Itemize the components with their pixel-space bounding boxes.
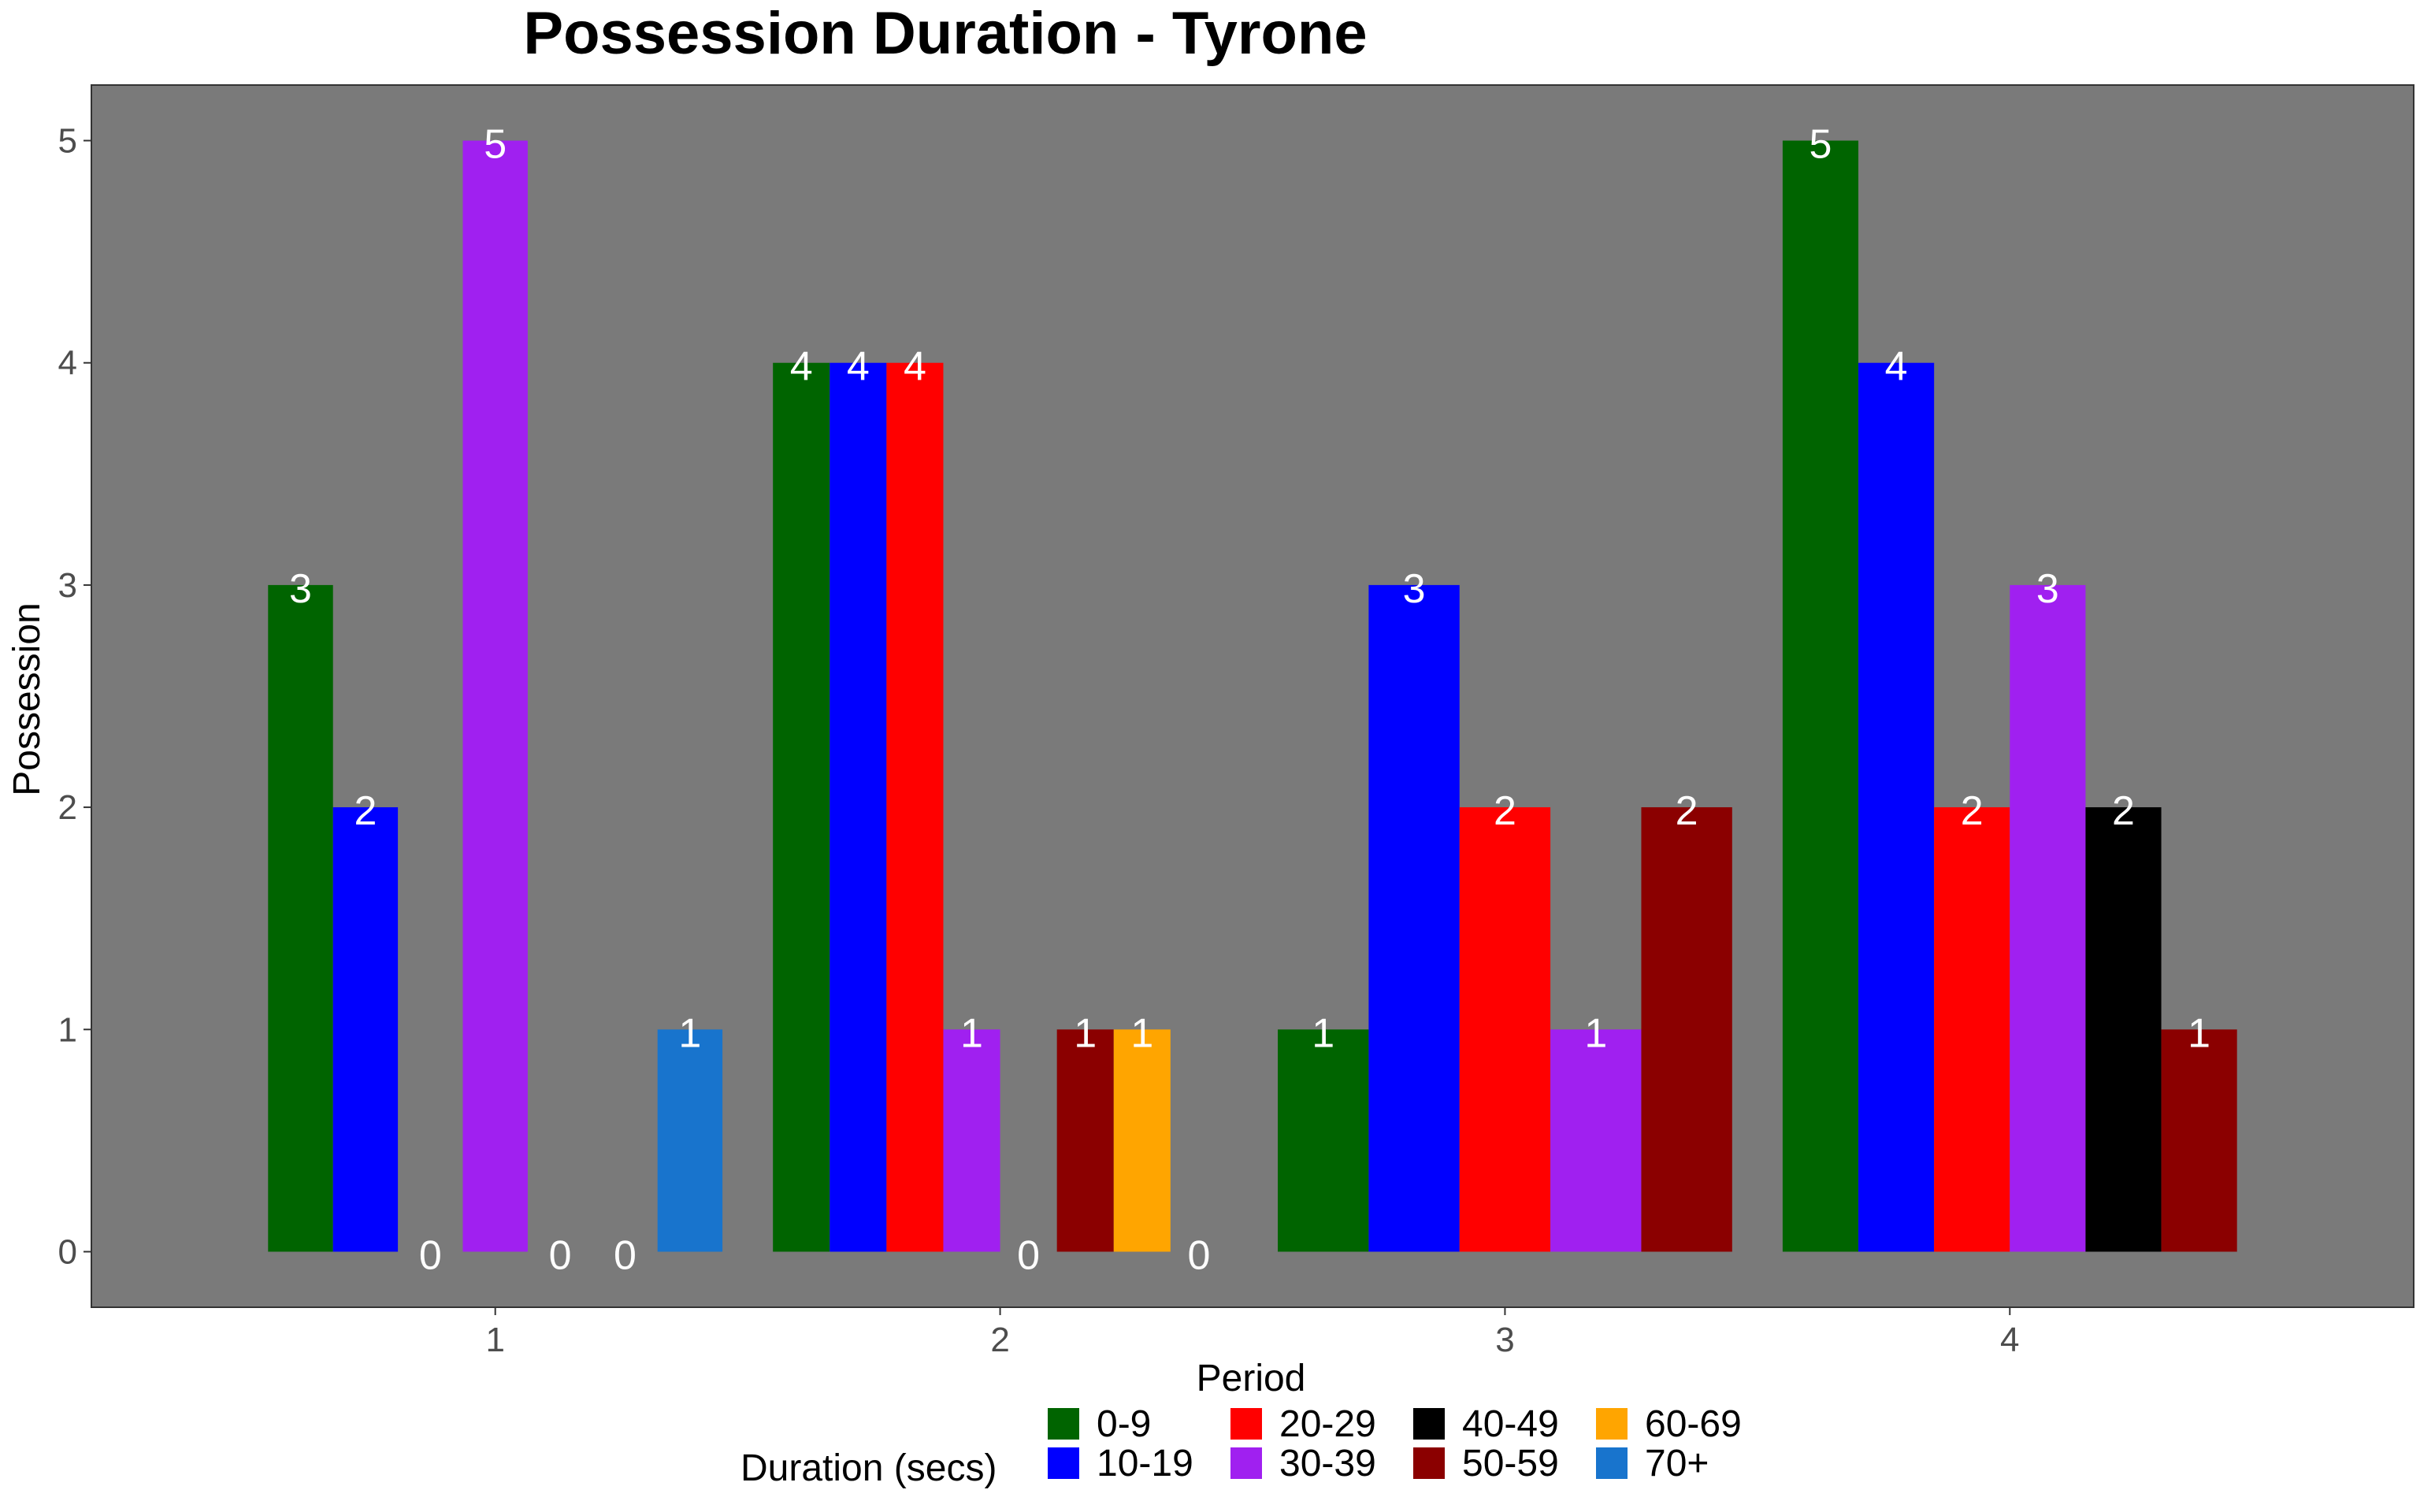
- bar-period-1-0-9: [268, 584, 333, 1252]
- legend-swatch: [1230, 1408, 1262, 1440]
- data-label: 2: [2112, 788, 2135, 834]
- data-label: 2: [1676, 788, 1698, 834]
- x-axis-title: Period: [1197, 1358, 1306, 1399]
- y-tick-label: 0: [58, 1232, 77, 1271]
- x-tick-label: 3: [1495, 1321, 1514, 1359]
- bar-period-2-50-59: [1056, 1029, 1114, 1252]
- data-label: 3: [289, 566, 312, 612]
- data-label: 4: [904, 344, 926, 390]
- bar-period-4-10-19: [1858, 362, 1935, 1252]
- data-label: 1: [1130, 1010, 1153, 1056]
- x-tick-label: 1: [485, 1321, 504, 1359]
- data-label: 2: [1494, 788, 1516, 834]
- bar-period-1-70+: [657, 1029, 723, 1252]
- bar-period-2-20-29: [886, 362, 944, 1252]
- legend-swatch: [1048, 1408, 1079, 1440]
- legend-label: 40-49: [1462, 1403, 1559, 1445]
- legend-label: 20-29: [1279, 1403, 1376, 1445]
- bar-period-4-50-59: [2161, 1029, 2237, 1252]
- y-tick-label: 2: [58, 788, 77, 827]
- legend-label: 10-19: [1097, 1443, 1193, 1484]
- bar-period-2-10-19: [830, 362, 887, 1252]
- bars-layer: [268, 140, 2237, 1252]
- legend-swatch: [1048, 1447, 1079, 1479]
- legend-label: 70+: [1645, 1443, 1709, 1484]
- data-label: 3: [2036, 566, 2059, 612]
- legend-label: 60-69: [1645, 1403, 1742, 1445]
- bar-period-3-30-39: [1550, 1029, 1642, 1252]
- y-axis: 0 1 2 3 4 5: [58, 122, 91, 1271]
- data-label: 5: [484, 122, 507, 168]
- bar-period-4-20-29: [1934, 807, 2010, 1252]
- data-label: 0: [419, 1232, 442, 1278]
- legend-label: 30-39: [1279, 1443, 1376, 1484]
- bar-period-2-0-9: [773, 362, 830, 1252]
- x-tick-label: 2: [990, 1321, 1009, 1359]
- legend-swatch: [1413, 1408, 1445, 1440]
- data-label: 1: [1584, 1010, 1607, 1056]
- bar-period-2-60-69: [1113, 1029, 1171, 1252]
- legend-swatch: [1413, 1447, 1445, 1479]
- legend-swatch: [1596, 1408, 1628, 1440]
- bar-period-4-0-9: [1782, 140, 1859, 1252]
- data-label: 1: [1074, 1010, 1097, 1056]
- bar-period-2-30-39: [943, 1029, 1000, 1252]
- legend-label: 0-9: [1097, 1403, 1151, 1445]
- x-tick-label: 4: [2000, 1321, 2019, 1359]
- data-label: 0: [1017, 1232, 1040, 1278]
- bar-period-4-30-39: [2010, 584, 2086, 1252]
- legend-label: 50-59: [1462, 1443, 1559, 1484]
- bar-period-3-20-29: [1459, 807, 1551, 1252]
- x-axis: 1 2 3 4: [485, 1307, 2020, 1359]
- data-label: 5: [1809, 122, 1832, 168]
- data-label: 1: [678, 1010, 701, 1056]
- y-tick-label: 1: [58, 1010, 77, 1049]
- data-label: 0: [1187, 1232, 1210, 1278]
- data-label: 1: [1312, 1010, 1334, 1056]
- y-tick-label: 4: [58, 344, 77, 383]
- y-axis-title: Possession: [6, 602, 48, 795]
- chart-title: Possession Duration - Tyrone: [523, 0, 1367, 67]
- data-label: 2: [354, 788, 377, 834]
- bar-period-1-10-19: [332, 807, 399, 1252]
- data-label: 1: [2188, 1010, 2210, 1056]
- data-label: 4: [790, 344, 813, 390]
- data-label: 4: [1885, 344, 1908, 390]
- bar-period-3-50-59: [1641, 807, 1732, 1252]
- data-label: 1: [960, 1010, 983, 1056]
- legend-swatch: [1230, 1447, 1262, 1479]
- legend-title: Duration (secs): [740, 1447, 997, 1489]
- data-label: 3: [1403, 566, 1426, 612]
- y-tick-label: 3: [58, 566, 77, 605]
- legend-swatch: [1596, 1447, 1628, 1479]
- data-label: 4: [847, 344, 870, 390]
- data-label: 0: [614, 1232, 637, 1278]
- data-label: 2: [1961, 788, 1984, 834]
- bar-period-4-40-49: [2085, 807, 2162, 1252]
- data-label: 0: [549, 1232, 572, 1278]
- bar-period-3-10-19: [1368, 584, 1460, 1252]
- bar-period-1-30-39: [462, 140, 528, 1252]
- y-tick-label: 5: [58, 122, 77, 161]
- bar-period-3-0-9: [1278, 1029, 1369, 1252]
